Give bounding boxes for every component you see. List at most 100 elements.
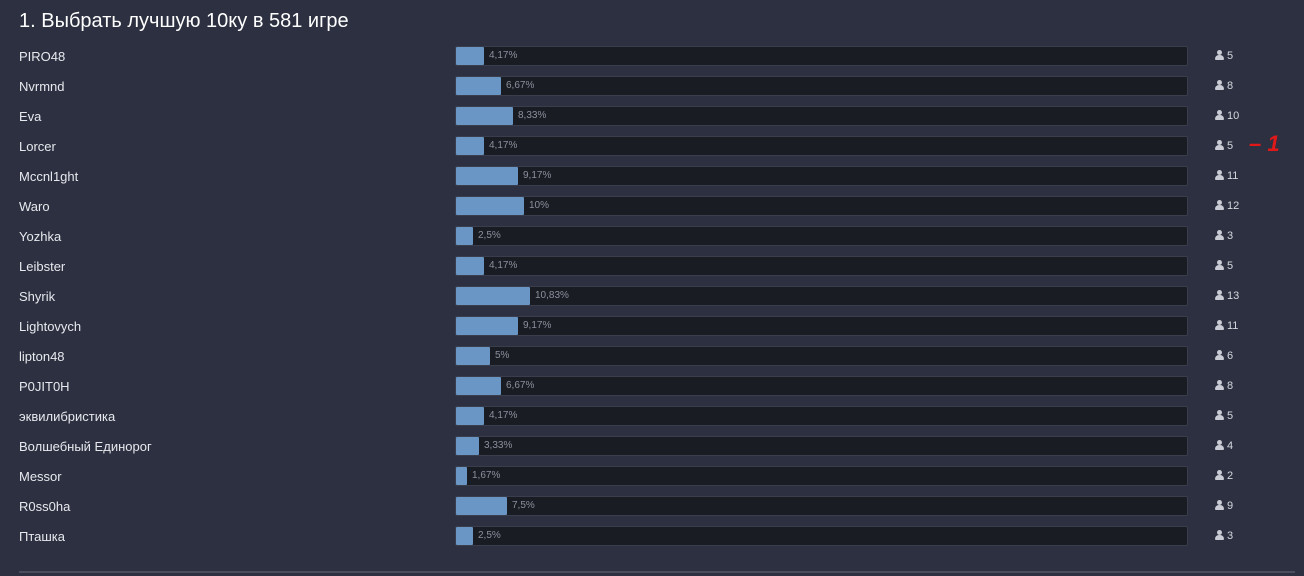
- option-label: Shyrik: [19, 289, 56, 304]
- user-icon: [1215, 440, 1224, 450]
- result-bar: 10%: [455, 196, 1188, 216]
- poll-option: Lorcer 4,17% 5: [0, 132, 1304, 162]
- result-bar-fill: [456, 107, 513, 125]
- percent-label: 5%: [495, 350, 510, 361]
- vote-count: 6: [1215, 349, 1233, 363]
- vote-count: 2: [1215, 469, 1233, 483]
- vote-count: 5: [1215, 259, 1233, 273]
- poll-option: Yozhka 2,5% 3: [0, 222, 1304, 252]
- percent-label: 10,83%: [535, 290, 569, 301]
- poll-option: Lightovych 9,17% 11: [0, 312, 1304, 342]
- percent-label: 9,17%: [523, 320, 552, 331]
- percent-label: 10%: [529, 200, 550, 211]
- result-bar-fill: [456, 227, 473, 245]
- user-icon: [1215, 290, 1224, 300]
- poll-option: Eva 8,33% 10: [0, 102, 1304, 132]
- vote-count-value: 13: [1227, 290, 1240, 302]
- percent-label: 4,17%: [489, 50, 518, 61]
- percent-label: 7,5%: [512, 500, 535, 511]
- user-icon: [1215, 110, 1224, 120]
- option-label: R0ss0ha: [19, 499, 71, 514]
- vote-count-value: 5: [1227, 140, 1234, 152]
- user-icon: [1215, 230, 1224, 240]
- vote-count-value: 3: [1227, 530, 1234, 542]
- result-bar-fill: [456, 77, 501, 95]
- percent-label: 4,17%: [489, 140, 518, 151]
- vote-count-value: 2: [1227, 470, 1234, 482]
- option-label: Messor: [19, 469, 62, 484]
- percent-label: 8,33%: [518, 110, 547, 121]
- poll-title: 1. Выбрать лучшую 10ку в 581 игре: [19, 10, 349, 32]
- result-bar: 4,17%: [455, 136, 1188, 156]
- result-bar-fill: [456, 317, 518, 335]
- result-bar-fill: [456, 167, 518, 185]
- vote-count: 8: [1215, 379, 1233, 393]
- user-icon: [1215, 50, 1224, 60]
- user-icon: [1215, 170, 1224, 180]
- user-icon: [1215, 470, 1224, 480]
- option-label: эквилибристика: [19, 409, 116, 424]
- option-label: Eva: [19, 109, 42, 124]
- result-bar: 6,67%: [455, 376, 1188, 396]
- poll-option: Waro 10% 12: [0, 192, 1304, 222]
- option-label: Leibster: [19, 259, 66, 274]
- result-bar: 10,83%: [455, 286, 1188, 306]
- result-bar-fill: [456, 197, 524, 215]
- vote-count-value: 5: [1227, 50, 1234, 62]
- poll-option: Shyrik 10,83% 13: [0, 282, 1304, 312]
- result-bar-fill: [456, 467, 467, 485]
- vote-count-value: 11: [1227, 170, 1239, 182]
- result-bar: 9,17%: [455, 166, 1188, 186]
- option-label: Lorcer: [19, 139, 56, 154]
- vote-count-value: 11: [1227, 320, 1239, 332]
- result-bar: 2,5%: [455, 226, 1188, 246]
- user-icon: [1215, 260, 1224, 270]
- result-bar: 4,17%: [455, 406, 1188, 426]
- divider: [19, 571, 1295, 573]
- percent-label: 2,5%: [478, 530, 501, 541]
- poll-option: Nvrmnd 6,67% 8: [0, 72, 1304, 102]
- result-bar: 8,33%: [455, 106, 1188, 126]
- poll-option: эквилибристика 4,17% 5: [0, 402, 1304, 432]
- result-bar-fill: [456, 347, 490, 365]
- option-label: Waro: [19, 199, 50, 214]
- poll-option: Пташка 2,5% 3: [0, 522, 1304, 552]
- poll-option: Волшебный Единорог 3,33% 4: [0, 432, 1304, 462]
- result-bar-fill: [456, 407, 484, 425]
- vote-count: 11: [1215, 319, 1238, 333]
- vote-count-value: 9: [1227, 500, 1234, 512]
- result-bar: 7,5%: [455, 496, 1188, 516]
- vote-count: 3: [1215, 529, 1233, 543]
- vote-count: 9: [1215, 499, 1233, 513]
- percent-label: 9,17%: [523, 170, 552, 181]
- red-annotation: – 1: [1249, 131, 1280, 156]
- percent-label: 1,67%: [472, 470, 501, 481]
- user-icon: [1215, 140, 1224, 150]
- vote-count: 5: [1215, 139, 1233, 153]
- user-icon: [1215, 80, 1224, 90]
- user-icon: [1215, 200, 1224, 210]
- result-bar: 2,5%: [455, 526, 1188, 546]
- vote-count-value: 8: [1227, 80, 1234, 92]
- poll-option: Leibster 4,17% 5: [0, 252, 1304, 282]
- result-bar-fill: [456, 497, 507, 515]
- percent-label: 4,17%: [489, 410, 518, 421]
- vote-count: 11: [1215, 169, 1238, 183]
- poll-option: Messor 1,67% 2: [0, 462, 1304, 492]
- result-bar: 4,17%: [455, 256, 1188, 276]
- vote-count-value: 4: [1227, 440, 1234, 452]
- vote-count-value: 5: [1227, 410, 1234, 422]
- poll-option: P0JIT0H 6,67% 8: [0, 372, 1304, 402]
- result-bar: 5%: [455, 346, 1188, 366]
- result-bar-fill: [456, 257, 484, 275]
- vote-count: 5: [1215, 409, 1233, 423]
- result-bar-fill: [456, 527, 473, 545]
- poll-option: Mccnl1ght 9,17% 11: [0, 162, 1304, 192]
- vote-count-value: 12: [1227, 200, 1240, 212]
- result-bar-fill: [456, 437, 479, 455]
- user-icon: [1215, 500, 1224, 510]
- option-label: Волшебный Единорог: [19, 439, 152, 454]
- percent-label: 6,67%: [506, 80, 535, 91]
- vote-count: 13: [1215, 289, 1239, 303]
